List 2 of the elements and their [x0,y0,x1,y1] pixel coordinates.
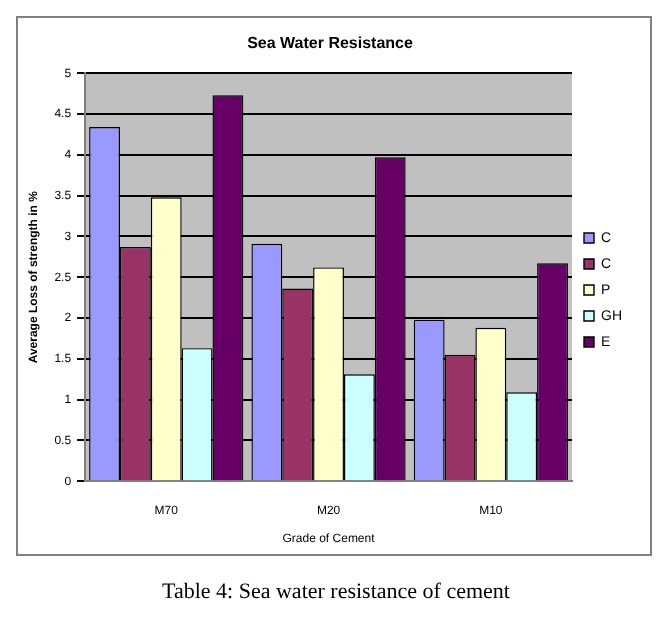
caption: Table 4: Sea water resistance of cement [160,580,512,604]
chart-title: Sea Water Resistance [247,34,414,53]
